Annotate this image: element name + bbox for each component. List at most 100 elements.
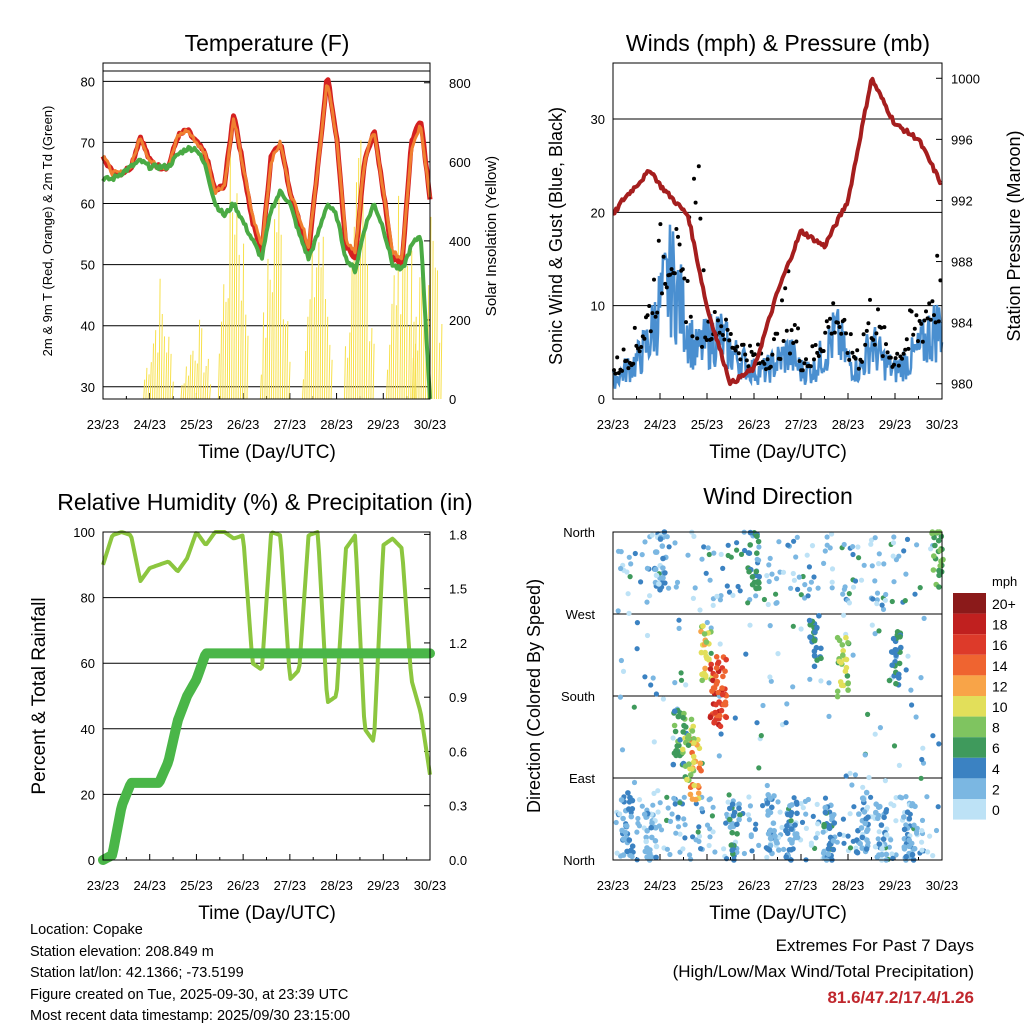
gust-point bbox=[900, 356, 904, 361]
direction-point bbox=[851, 804, 857, 810]
direction-point bbox=[814, 624, 820, 631]
direction-point bbox=[735, 583, 741, 590]
direction-point bbox=[765, 831, 772, 837]
direction-point bbox=[856, 811, 862, 817]
temperature-xlabel: Time (Day/UTC) bbox=[198, 442, 336, 463]
direction-point bbox=[644, 599, 650, 605]
y-tick-label-left: 20 bbox=[591, 205, 605, 220]
legend-label: 2 bbox=[992, 781, 1000, 797]
direction-point bbox=[891, 534, 897, 540]
direction-point bbox=[901, 826, 908, 833]
direction-point bbox=[632, 550, 638, 557]
direction-point bbox=[718, 731, 724, 737]
gust-point bbox=[892, 362, 896, 367]
direction-point bbox=[875, 815, 881, 822]
direction-point bbox=[719, 691, 726, 698]
y-tick-label-left: 80 bbox=[81, 591, 95, 606]
direction-point bbox=[745, 600, 751, 606]
gust-point bbox=[616, 371, 621, 375]
solar-insolation-spike bbox=[344, 140, 375, 400]
x-tick-label: 26/23 bbox=[738, 878, 771, 893]
winds-frame bbox=[612, 62, 943, 400]
direction-point bbox=[812, 629, 818, 635]
gust-point bbox=[701, 268, 706, 273]
direction-point bbox=[720, 565, 726, 572]
direction-point bbox=[672, 728, 679, 735]
direction-point bbox=[686, 761, 692, 767]
direction-point bbox=[805, 593, 811, 599]
direction-point bbox=[874, 590, 881, 596]
gust-point bbox=[876, 307, 880, 312]
direction-point bbox=[696, 824, 702, 830]
gust-point bbox=[695, 336, 700, 341]
direction-point bbox=[714, 678, 721, 685]
direction-point bbox=[769, 804, 775, 811]
direction-point bbox=[711, 719, 718, 725]
x-tick-label: 29/23 bbox=[879, 878, 912, 893]
direction-point bbox=[670, 735, 676, 741]
direction-point bbox=[844, 673, 851, 679]
direction-point bbox=[777, 809, 783, 815]
direction-point bbox=[913, 714, 919, 720]
direction-point bbox=[811, 652, 818, 659]
legend-swatch bbox=[953, 593, 986, 614]
direction-point bbox=[720, 673, 726, 680]
direction-point bbox=[845, 687, 851, 693]
direction-point bbox=[921, 615, 927, 622]
direction-point bbox=[628, 561, 634, 567]
direction-title: Wind Direction bbox=[703, 483, 853, 509]
direction-point bbox=[793, 554, 799, 560]
direction-point bbox=[730, 592, 736, 599]
direction-point bbox=[683, 682, 689, 688]
gust-point bbox=[775, 331, 780, 336]
direction-point bbox=[671, 708, 678, 714]
direction-point bbox=[908, 840, 915, 847]
gust-point bbox=[842, 317, 847, 322]
direction-point bbox=[651, 739, 657, 745]
direction-point bbox=[873, 809, 879, 816]
direction-point bbox=[800, 805, 806, 811]
direction-point bbox=[718, 593, 724, 599]
y-tick-label-right: 0.3 bbox=[449, 799, 467, 814]
direction-point bbox=[647, 847, 653, 853]
direction-point bbox=[767, 795, 773, 802]
direction-point bbox=[622, 829, 629, 836]
direction-point bbox=[706, 551, 712, 558]
direction-point bbox=[788, 585, 794, 591]
direction-point bbox=[652, 549, 659, 555]
gust-point bbox=[813, 343, 818, 347]
direction-point bbox=[868, 794, 874, 800]
solar-insolation-spike bbox=[386, 195, 417, 400]
direction-point bbox=[842, 668, 849, 674]
gust-point bbox=[791, 341, 796, 345]
y-tick-label-left: 40 bbox=[81, 319, 95, 334]
direction-point bbox=[761, 596, 768, 603]
direction-point bbox=[791, 538, 797, 544]
direction-point bbox=[657, 587, 663, 593]
gust-point bbox=[746, 364, 751, 369]
direction-point bbox=[774, 839, 780, 846]
direction-point bbox=[806, 564, 813, 570]
direction-point bbox=[702, 665, 708, 672]
direction-point bbox=[650, 675, 656, 681]
direction-point bbox=[707, 834, 713, 840]
direction-point bbox=[854, 837, 860, 843]
direction-point bbox=[857, 840, 863, 847]
direction-point bbox=[753, 593, 759, 599]
legend-label: 14 bbox=[992, 658, 1008, 674]
gust-point bbox=[824, 319, 829, 324]
direction-point bbox=[704, 619, 710, 626]
direction-point bbox=[918, 675, 924, 681]
humidity-series bbox=[101, 530, 432, 775]
direction-point bbox=[678, 670, 684, 676]
direction-point bbox=[662, 570, 668, 576]
direction-point bbox=[882, 597, 889, 603]
direction-point bbox=[717, 597, 724, 603]
direction-point bbox=[652, 838, 659, 844]
direction-point bbox=[881, 561, 887, 567]
direction-point bbox=[841, 541, 847, 548]
gust-point bbox=[664, 285, 669, 290]
y-tick-label-left: West bbox=[566, 607, 596, 622]
direction-point bbox=[653, 854, 659, 861]
gust-point bbox=[764, 367, 768, 372]
